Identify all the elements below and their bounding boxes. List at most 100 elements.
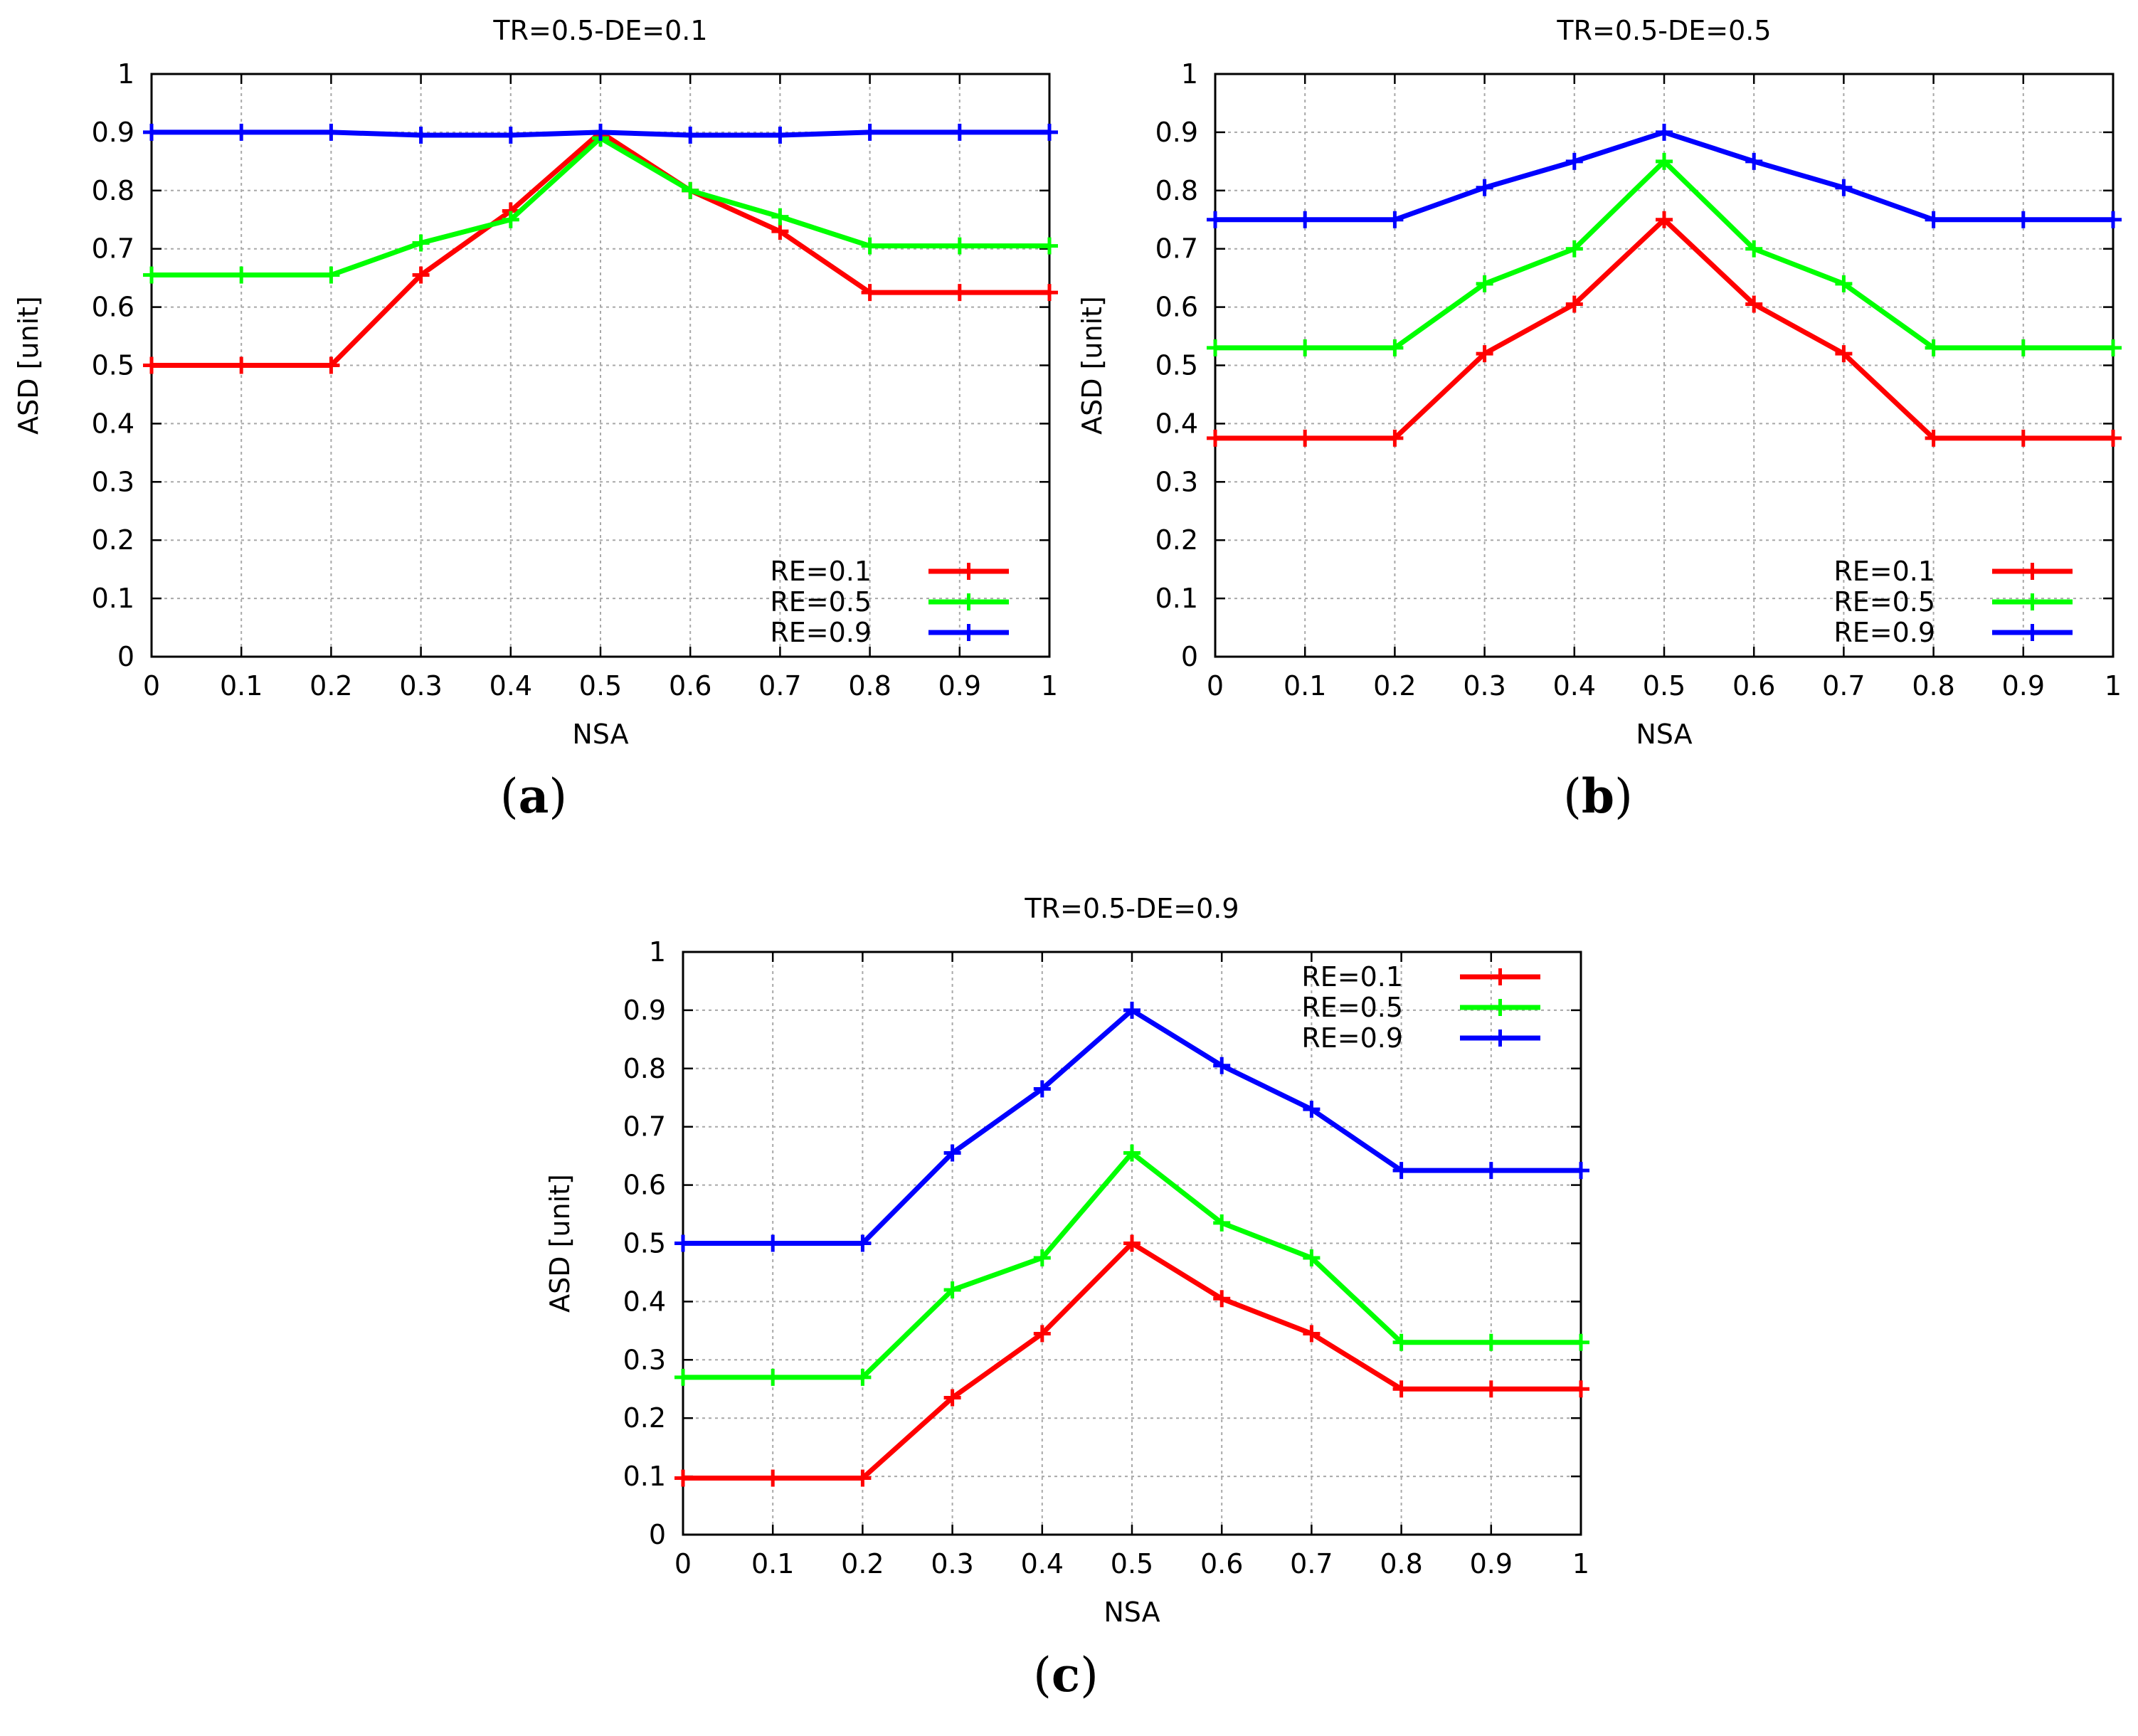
x-tick-label: 0.3 <box>931 1548 973 1579</box>
data-point <box>412 234 430 252</box>
x-tick-label: 1 <box>1041 670 1058 702</box>
series-re-0-9 <box>674 1001 1589 1252</box>
panel-caption-b: (b) <box>1563 768 1633 824</box>
x-tick-label: 0.1 <box>220 670 263 702</box>
data-point <box>1207 211 1224 228</box>
data-point <box>674 1469 692 1487</box>
data-point <box>1296 429 1314 447</box>
data-point <box>674 1234 692 1252</box>
legend-label: RE=0.1 <box>1833 556 1935 587</box>
x-tick-label: 1 <box>1572 1548 1589 1579</box>
x-tick-label: 0.6 <box>669 670 711 702</box>
data-point <box>951 123 968 141</box>
data-point <box>1572 1380 1589 1398</box>
legend-label: RE=0.9 <box>770 617 872 648</box>
data-point <box>2105 339 2122 356</box>
chart-panel-2: TR=0.5-DE=0.5 0 0.1 0.2 0.3 0.4 0.5 0.6 0.7 0.8 0.… <box>1076 15 2122 750</box>
chart-title: TR=0.5-DE=0.5 <box>1556 15 1771 46</box>
data-point <box>1835 179 1853 196</box>
y-tick-label: 1 <box>649 936 666 968</box>
legend-entry: RE=0.5 <box>1301 992 1540 1023</box>
x-tick-label: 0.5 <box>1111 1548 1153 1579</box>
data-point <box>1745 240 1763 258</box>
y-tick-label: 0 <box>649 1519 666 1550</box>
legend-entry: RE=0.1 <box>1833 556 2073 587</box>
data-point <box>1386 339 1404 356</box>
y-tick-label: 0.4 <box>1155 408 1198 439</box>
data-point <box>1482 1380 1500 1398</box>
legend-label: RE=0.9 <box>1301 1022 1403 1054</box>
data-point <box>943 1144 961 1162</box>
y-tick-label: 0.7 <box>92 233 134 265</box>
legend-label: RE=0.1 <box>1301 961 1403 993</box>
y-tick-label: 0.5 <box>623 1228 666 1259</box>
x-tick-label: 0.5 <box>579 670 622 702</box>
data-point <box>674 1368 692 1386</box>
y-tick-label: 0.1 <box>623 1461 666 1492</box>
x-tick-label: 0.2 <box>1373 670 1416 702</box>
panel-letter-a: a <box>518 768 549 824</box>
chart-panel-1: TR=0.5-DE=0.1 0 0.1 0.2 0.3 0.4 0.5 0.6 0.7 0.8 0.… <box>13 15 1058 750</box>
data-point <box>1207 429 1224 447</box>
data-point <box>233 266 250 284</box>
data-point <box>1207 339 1224 356</box>
y-axis-label: ASD [unit] <box>13 296 44 435</box>
y-tick-label: 0.3 <box>623 1344 666 1375</box>
data-point <box>771 126 789 144</box>
y-tick-label: 0.9 <box>92 117 134 148</box>
y-tick-label: 0.8 <box>623 1053 666 1084</box>
data-point <box>1303 1249 1321 1266</box>
data-point <box>854 1368 872 1386</box>
data-point <box>1656 152 1673 170</box>
x-tick-label: 0.4 <box>1021 1548 1064 1579</box>
legend-label: RE=0.5 <box>1833 586 1935 618</box>
legend-entry: RE=0.1 <box>770 556 1009 587</box>
data-point <box>1123 1144 1141 1162</box>
data-point <box>1033 1325 1051 1343</box>
data-point <box>1213 1214 1231 1232</box>
data-point <box>854 1234 872 1252</box>
series-re-0-1 <box>674 1234 1589 1487</box>
data-point <box>1033 1249 1051 1266</box>
y-tick-label: 0.8 <box>92 175 134 206</box>
data-point <box>1386 429 1404 447</box>
data-point <box>412 266 430 284</box>
data-point <box>1303 1101 1321 1118</box>
data-point <box>1296 339 1314 356</box>
data-point <box>2014 211 2032 228</box>
data-point <box>2014 429 2032 447</box>
x-tick-label: 0 <box>143 670 160 702</box>
data-point <box>1565 240 1583 258</box>
y-tick-label: 0.1 <box>92 583 134 614</box>
data-point <box>1835 275 1853 292</box>
data-point <box>2105 429 2122 447</box>
data-point <box>1656 211 1673 228</box>
data-point <box>1303 1325 1321 1343</box>
data-point <box>771 223 789 240</box>
x-axis-label: NSA <box>1636 719 1692 750</box>
x-tick-label: 0.9 <box>2002 670 2045 702</box>
data-point <box>951 284 968 302</box>
data-point <box>1041 123 1058 141</box>
y-tick-label: 0.2 <box>623 1402 666 1434</box>
data-point <box>854 1469 872 1487</box>
data-point <box>1482 1162 1500 1180</box>
x-tick-label: 0.5 <box>1643 670 1685 702</box>
panel-letter-b: b <box>1581 768 1615 824</box>
y-tick-label: 0.4 <box>623 1286 666 1317</box>
data-point <box>1925 339 1942 356</box>
data-point <box>1041 237 1058 255</box>
data-point <box>143 123 160 141</box>
x-tick-label: 0.4 <box>489 670 532 702</box>
data-point <box>764 1234 782 1252</box>
y-tick-label: 0.2 <box>92 524 134 556</box>
x-tick-label: 1 <box>2105 670 2122 702</box>
data-point <box>1745 295 1763 313</box>
panel-letter-c: c <box>1051 1647 1081 1703</box>
x-tick-label: 0.7 <box>758 670 801 702</box>
x-tick-label: 0.6 <box>1200 1548 1243 1579</box>
y-tick-label: 0.9 <box>623 995 666 1026</box>
data-point <box>1925 429 1942 447</box>
data-point <box>682 181 699 199</box>
